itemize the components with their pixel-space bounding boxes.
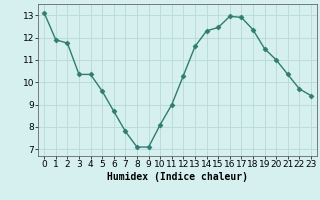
X-axis label: Humidex (Indice chaleur): Humidex (Indice chaleur) (107, 172, 248, 182)
